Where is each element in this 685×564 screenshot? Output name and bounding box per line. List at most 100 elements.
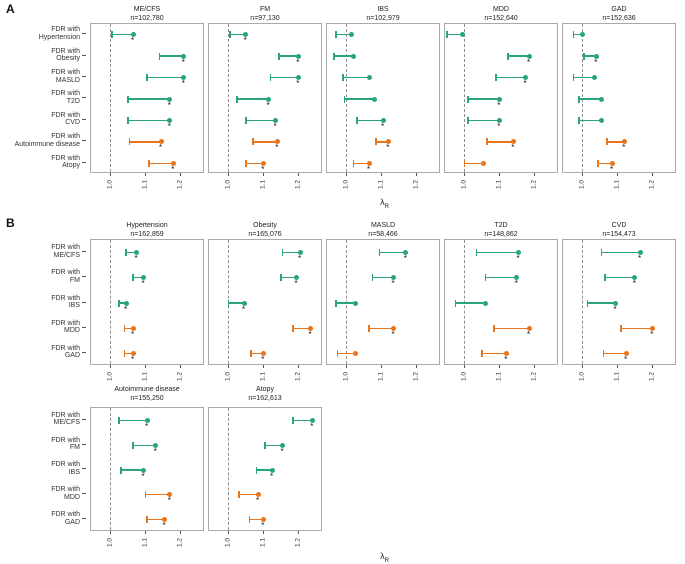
x-axis-tick-cell: 1.0 1.1 1.2 bbox=[90, 365, 204, 385]
point-line bbox=[252, 141, 278, 143]
point-dot bbox=[123, 300, 129, 306]
point-line bbox=[282, 251, 300, 254]
point-line bbox=[147, 518, 165, 521]
whisker-cap bbox=[292, 324, 294, 332]
point-dot bbox=[621, 139, 627, 145]
row-label-line: FDR with bbox=[51, 344, 80, 352]
whisker-cap bbox=[255, 466, 257, 474]
point-line bbox=[133, 444, 156, 446]
point-line bbox=[467, 98, 500, 100]
point-dot bbox=[496, 96, 502, 102]
subplot-n-count: n=162,859 bbox=[130, 230, 164, 238]
x-tick-label: 1.1 bbox=[377, 371, 385, 382]
x-tick-label: 1.0 bbox=[342, 179, 350, 190]
point-dot bbox=[260, 160, 266, 166]
row-label: FDR with ME/CFS bbox=[0, 407, 86, 432]
point-dot bbox=[280, 442, 285, 448]
x-tick-mark bbox=[110, 173, 112, 176]
x-tick-mark bbox=[145, 531, 147, 534]
row-label-line: FDR with bbox=[51, 269, 80, 277]
subplot-title: ME/CFS bbox=[133, 6, 161, 13]
significance-asterisk: * bbox=[162, 521, 166, 531]
point-line bbox=[237, 98, 269, 100]
point-dot bbox=[632, 275, 638, 281]
significance-asterisk: * bbox=[391, 329, 395, 339]
x-tick-label: 1.0 bbox=[106, 371, 114, 382]
row-label-text: FDR with CVD bbox=[51, 112, 80, 127]
row-label: FDR with IBS bbox=[0, 457, 86, 482]
significance-asterisk: * bbox=[381, 121, 385, 131]
row-label-line: FDR with bbox=[51, 69, 80, 77]
x-tick-label: 1.0 bbox=[578, 371, 586, 382]
subplot-panel: * * * bbox=[326, 23, 440, 173]
row-label-line: IBS bbox=[68, 302, 80, 309]
reference-line bbox=[464, 240, 466, 364]
point-line bbox=[587, 302, 616, 304]
row-label: FDR with CVD bbox=[0, 109, 86, 130]
whisker-cap bbox=[269, 74, 271, 82]
plots-row: FDR with ME/CFS FDR with FM FDR with IBS FDR w… bbox=[0, 239, 685, 365]
x-tick-label: 1.2 bbox=[648, 179, 656, 190]
significance-asterisk: * bbox=[145, 421, 149, 431]
point-dot bbox=[599, 96, 604, 102]
significance-asterisk: * bbox=[242, 304, 246, 314]
point-line bbox=[293, 419, 313, 422]
whisker-cap bbox=[371, 274, 374, 282]
row-label: FDR with GAD bbox=[0, 340, 86, 365]
x-tick-mark bbox=[464, 365, 466, 368]
point-dot bbox=[592, 75, 597, 81]
whisker-cap bbox=[132, 441, 134, 449]
x-tick-mark bbox=[180, 531, 182, 534]
point-dot bbox=[297, 250, 303, 256]
y-axis-tick bbox=[82, 118, 86, 120]
point-dot bbox=[144, 417, 150, 423]
x-tick-mark bbox=[110, 365, 112, 368]
x-tick-label: 1.0 bbox=[106, 179, 114, 190]
x-tick-label: 1.1 bbox=[613, 179, 621, 190]
significance-asterisk: * bbox=[624, 354, 628, 364]
x-axis-tick-cell: 1.0 1.1 1.2 bbox=[326, 365, 440, 385]
significance-asterisk: * bbox=[256, 496, 260, 506]
reference-line bbox=[110, 408, 112, 530]
point-line bbox=[356, 119, 383, 122]
subplot-n-count: n=97,130 bbox=[250, 14, 280, 22]
significance-asterisk: * bbox=[275, 143, 279, 153]
point-dot bbox=[167, 492, 173, 498]
point-line bbox=[245, 119, 276, 122]
point-line bbox=[344, 98, 375, 100]
whisker-cap bbox=[597, 159, 599, 167]
whisker-cap bbox=[158, 52, 160, 60]
y-axis-tick bbox=[82, 518, 86, 520]
whisker-cap bbox=[123, 324, 125, 332]
whisker-cap bbox=[578, 116, 580, 124]
point-dot bbox=[510, 139, 516, 145]
whisker-cap bbox=[481, 349, 483, 357]
row-label: FDR with FM bbox=[0, 432, 86, 457]
subplot-n-count: n=165,076 bbox=[248, 230, 282, 238]
subplot-panel: * * * * * * * bbox=[208, 23, 322, 173]
whisker-cap bbox=[467, 95, 469, 103]
significance-asterisk: * bbox=[516, 254, 520, 264]
subplot-title: IBS bbox=[377, 6, 389, 13]
point-dot bbox=[153, 442, 159, 448]
subplot-title: CVD bbox=[611, 222, 627, 229]
point-line bbox=[119, 419, 147, 422]
x-tick-label: 1.0 bbox=[342, 371, 350, 382]
significance-asterisk: * bbox=[497, 121, 501, 131]
significance-asterisk: * bbox=[296, 79, 300, 89]
x-tick-mark bbox=[228, 173, 230, 176]
x-axis-tick-cell: 1.0 1.1 1.2 bbox=[444, 173, 558, 193]
subplot-n-count: n=155,250 bbox=[130, 394, 164, 402]
whisker-cap bbox=[463, 159, 465, 167]
point-line bbox=[145, 494, 170, 496]
x-tick-mark bbox=[582, 173, 584, 176]
row-label-line: MASLD bbox=[55, 76, 80, 84]
point-dot bbox=[130, 32, 136, 38]
point-line bbox=[126, 251, 137, 254]
x-axis-label-panel-b: λR bbox=[380, 551, 389, 564]
significance-asterisk: * bbox=[610, 164, 614, 174]
row-label-line: FDR with bbox=[51, 111, 80, 119]
x-axis-tick-cell: 1.0 1.1 1.2 bbox=[326, 173, 440, 193]
row-label-text: FDR with MASLD bbox=[51, 69, 80, 84]
significance-asterisk: * bbox=[167, 100, 171, 110]
